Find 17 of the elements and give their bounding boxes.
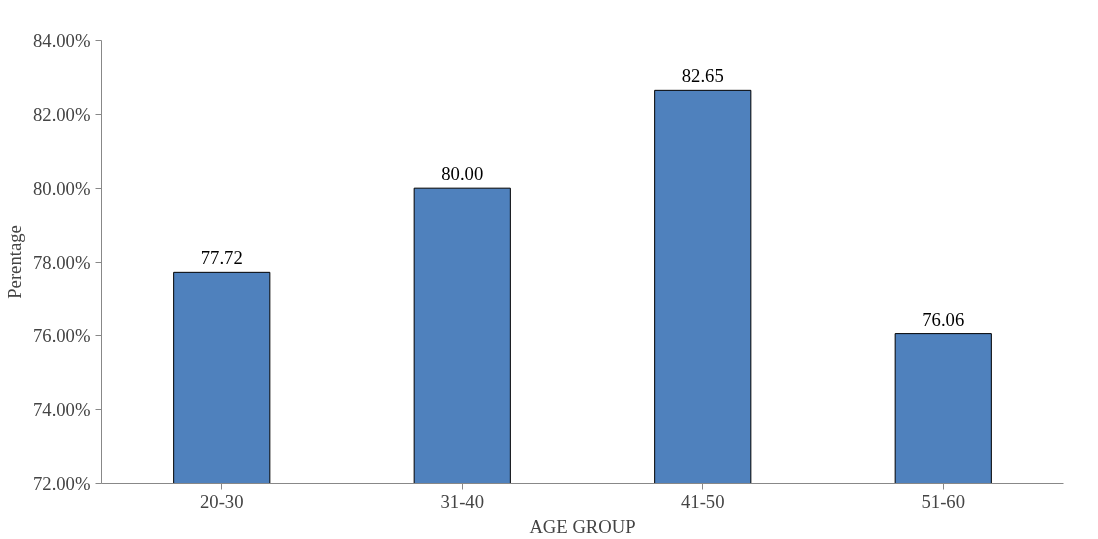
y-tick-label: 80.00% xyxy=(32,177,91,199)
data-label: 76.06 xyxy=(922,308,965,330)
data-label: 77.72 xyxy=(200,247,243,269)
y-tick-label: 74.00% xyxy=(32,399,91,421)
data-label: 80.00 xyxy=(441,163,484,185)
y-tick-label: 72.00% xyxy=(32,473,91,494)
x-tick-label: 41-50 xyxy=(680,490,725,512)
y-tick-label: 84.00% xyxy=(32,30,91,51)
x-tick-label: 51-60 xyxy=(921,490,966,512)
y-tick-label: 78.00% xyxy=(32,251,91,273)
x-axis-title: AGE GROUP xyxy=(529,515,636,537)
y-axis-title: Perentage xyxy=(3,225,25,299)
y-tick-label: 82.00% xyxy=(32,103,91,125)
y-tick-label: 76.00% xyxy=(32,325,91,347)
data-label: 82.65 xyxy=(681,65,724,87)
x-tick-label: 31-40 xyxy=(440,490,485,512)
x-tick-label: 20-30 xyxy=(199,490,244,512)
